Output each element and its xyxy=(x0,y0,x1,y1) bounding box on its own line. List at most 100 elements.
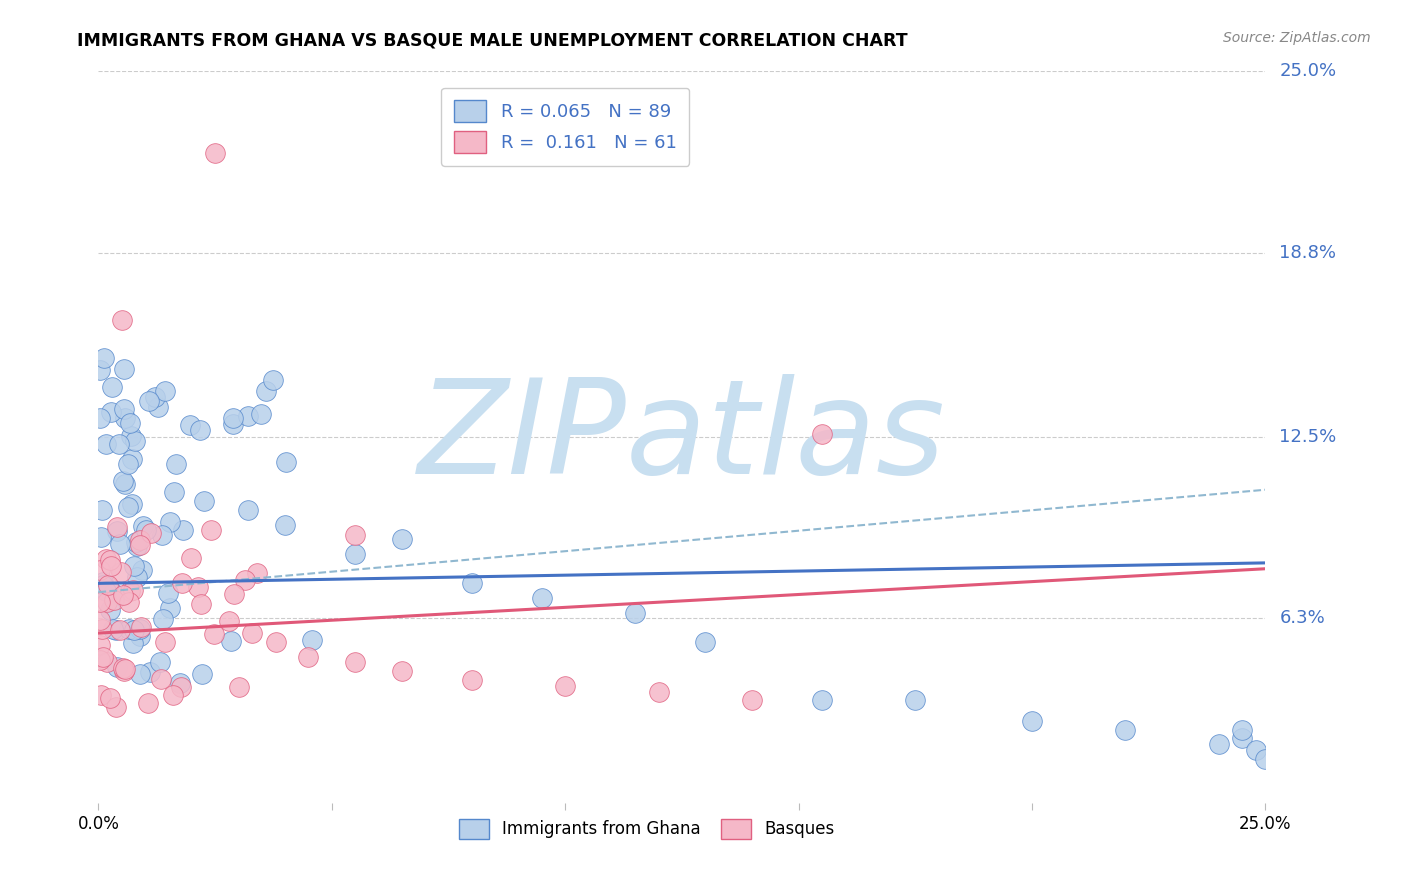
Point xyxy=(127,569,149,583)
Point xyxy=(93,351,115,365)
Point xyxy=(122,558,145,573)
Point xyxy=(163,485,186,500)
Point xyxy=(554,679,576,693)
Point xyxy=(118,622,141,636)
Point xyxy=(100,405,122,419)
Point xyxy=(117,500,139,514)
Point xyxy=(143,391,166,405)
Point xyxy=(101,585,124,599)
Point xyxy=(135,523,157,537)
Point xyxy=(118,416,141,430)
Point xyxy=(129,629,152,643)
Point xyxy=(904,693,927,707)
Point xyxy=(172,523,194,537)
Point xyxy=(111,475,134,489)
Point xyxy=(276,455,298,469)
Point xyxy=(741,693,763,707)
Point xyxy=(124,434,146,448)
Point xyxy=(159,601,181,615)
Point xyxy=(301,632,323,647)
Point xyxy=(118,584,141,599)
Point xyxy=(97,578,120,592)
Text: IMMIGRANTS FROM GHANA VS BASQUE MALE UNEMPLOYMENT CORRELATION CHART: IMMIGRANTS FROM GHANA VS BASQUE MALE UNE… xyxy=(77,31,908,49)
Point xyxy=(121,451,143,466)
Point xyxy=(121,635,143,649)
Point xyxy=(90,530,112,544)
Point xyxy=(120,429,142,443)
Point xyxy=(200,523,222,537)
Point xyxy=(112,402,135,417)
Point xyxy=(344,547,367,561)
Point xyxy=(105,660,128,674)
Point xyxy=(94,552,117,566)
Point xyxy=(112,362,135,376)
Point xyxy=(129,622,152,636)
Point xyxy=(530,591,553,605)
Point xyxy=(112,664,135,678)
Point xyxy=(344,656,367,670)
Point xyxy=(222,410,245,425)
Point xyxy=(149,656,172,670)
Point xyxy=(242,626,264,640)
Point xyxy=(89,363,111,377)
Point xyxy=(89,410,111,425)
Point xyxy=(118,595,141,609)
Point xyxy=(264,635,287,649)
Point xyxy=(121,583,143,598)
Point xyxy=(139,526,162,541)
Point xyxy=(236,503,259,517)
Point xyxy=(1254,752,1277,766)
Point xyxy=(103,593,125,607)
Legend: Immigrants from Ghana, Basques: Immigrants from Ghana, Basques xyxy=(453,812,841,846)
Point xyxy=(91,574,114,589)
Point xyxy=(89,613,111,627)
Point xyxy=(105,700,128,714)
Point xyxy=(111,588,134,602)
Point xyxy=(91,503,114,517)
Point xyxy=(228,681,250,695)
Point xyxy=(111,313,134,327)
Point xyxy=(165,457,187,471)
Point xyxy=(150,528,173,542)
Point xyxy=(105,520,128,534)
Point xyxy=(344,528,367,542)
Point xyxy=(131,563,153,577)
Point xyxy=(647,684,669,698)
Point xyxy=(138,696,160,710)
Text: 12.5%: 12.5% xyxy=(1279,428,1337,446)
Point xyxy=(156,586,179,600)
Point xyxy=(96,595,118,609)
Point xyxy=(100,558,122,573)
Point xyxy=(89,595,111,609)
Point xyxy=(104,623,127,637)
Point xyxy=(233,573,256,587)
Point xyxy=(139,665,162,679)
Point xyxy=(114,410,136,425)
Point xyxy=(148,400,170,414)
Point xyxy=(91,649,114,664)
Point xyxy=(204,146,226,161)
Point xyxy=(695,635,717,649)
Point xyxy=(180,550,202,565)
Point xyxy=(170,680,193,694)
Point xyxy=(114,662,136,676)
Point xyxy=(188,423,211,437)
Point xyxy=(187,580,209,594)
Point xyxy=(128,667,150,681)
Point xyxy=(98,603,121,617)
Point xyxy=(91,622,114,636)
Point xyxy=(91,577,114,591)
Point xyxy=(1208,737,1230,751)
Point xyxy=(128,538,150,552)
Point xyxy=(103,622,125,636)
Point xyxy=(96,656,118,670)
Text: Source: ZipAtlas.com: Source: ZipAtlas.com xyxy=(1223,31,1371,45)
Point xyxy=(114,477,136,491)
Point xyxy=(110,565,132,579)
Point xyxy=(153,384,176,398)
Point xyxy=(246,566,269,581)
Point xyxy=(1244,743,1267,757)
Point xyxy=(89,638,111,652)
Point xyxy=(129,533,152,547)
Point xyxy=(218,615,240,629)
